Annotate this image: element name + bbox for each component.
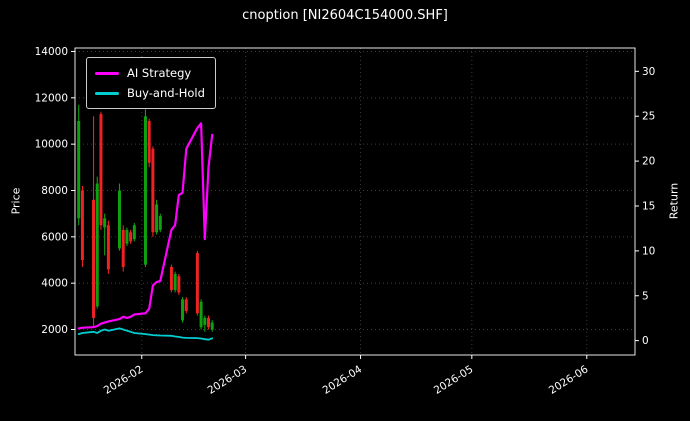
price-tick-label: 14000 [35, 46, 68, 58]
candle-body [184, 299, 188, 311]
ai-strategy-line-icon [95, 71, 119, 75]
return-tick-label: 10 [642, 245, 655, 257]
candlestick-series [77, 104, 214, 332]
candle-body [121, 229, 125, 267]
candle-body [99, 114, 103, 226]
date-tick-label: 2026-05 [432, 363, 476, 396]
candle-body [207, 317, 211, 328]
candle-body [151, 148, 155, 233]
candle-body [203, 317, 207, 325]
candle-body [181, 299, 185, 321]
candle-body [77, 120, 81, 219]
price-tick-label: 2000 [41, 324, 68, 336]
date-tick-label: 2026-06 [547, 363, 591, 397]
candle-body [95, 183, 99, 307]
candle-body [195, 253, 199, 314]
candle-body [80, 190, 84, 261]
line-series [77, 122, 214, 341]
date-tick-label: 2026-03 [206, 363, 250, 396]
series-line-ai-strategy [77, 122, 214, 330]
candle-body [173, 273, 177, 291]
legend-item-buy-and-hold: Buy-and-Hold [95, 83, 205, 103]
candle-body [129, 232, 133, 242]
candle-body [169, 266, 173, 291]
date-tick-label: 2026-02 [102, 363, 146, 396]
price-tick-label: 4000 [41, 278, 68, 290]
candle-body [106, 225, 110, 270]
legend-label: AI Strategy [127, 66, 192, 80]
return-tick-label: 5 [642, 290, 649, 302]
candle-body [103, 218, 107, 228]
chart-title: cnoption [NI2604C154000.SHF] [242, 8, 448, 23]
price-tick-label: 6000 [41, 231, 68, 243]
candle-body [177, 276, 181, 293]
candle-body [143, 116, 147, 265]
y-axis-label-price: Price [9, 187, 23, 215]
candle-body [125, 229, 129, 244]
return-tick-label: 20 [642, 156, 655, 168]
return-tick-label: 30 [642, 66, 655, 78]
price-tick-label: 10000 [35, 139, 68, 151]
return-tick-label: 25 [642, 111, 655, 123]
return-tick-label: 15 [642, 200, 655, 212]
series-line-buy-and-hold [77, 327, 214, 341]
return-tick-label: 0 [642, 335, 649, 347]
grid-lines [75, 48, 635, 355]
candle-body [210, 322, 214, 330]
legend-item-ai-strategy: AI Strategy [95, 63, 205, 83]
buy-and-hold-line-icon [95, 91, 119, 95]
price-tick-label: 8000 [41, 185, 68, 197]
legend-label: Buy-and-Hold [127, 86, 205, 100]
candle-body [199, 301, 203, 328]
candle-body [92, 199, 96, 318]
y-axis-label-return: Return [667, 182, 681, 220]
candle-body [158, 215, 162, 230]
candle-body [132, 225, 136, 240]
date-tick-label: 2026-04 [321, 363, 365, 397]
chart-legend: AI Strategy Buy-and-Hold [86, 57, 216, 109]
candle-body [155, 204, 159, 233]
price-tick-label: 12000 [35, 92, 68, 104]
candle-body [147, 120, 151, 163]
candle-body [118, 190, 122, 249]
